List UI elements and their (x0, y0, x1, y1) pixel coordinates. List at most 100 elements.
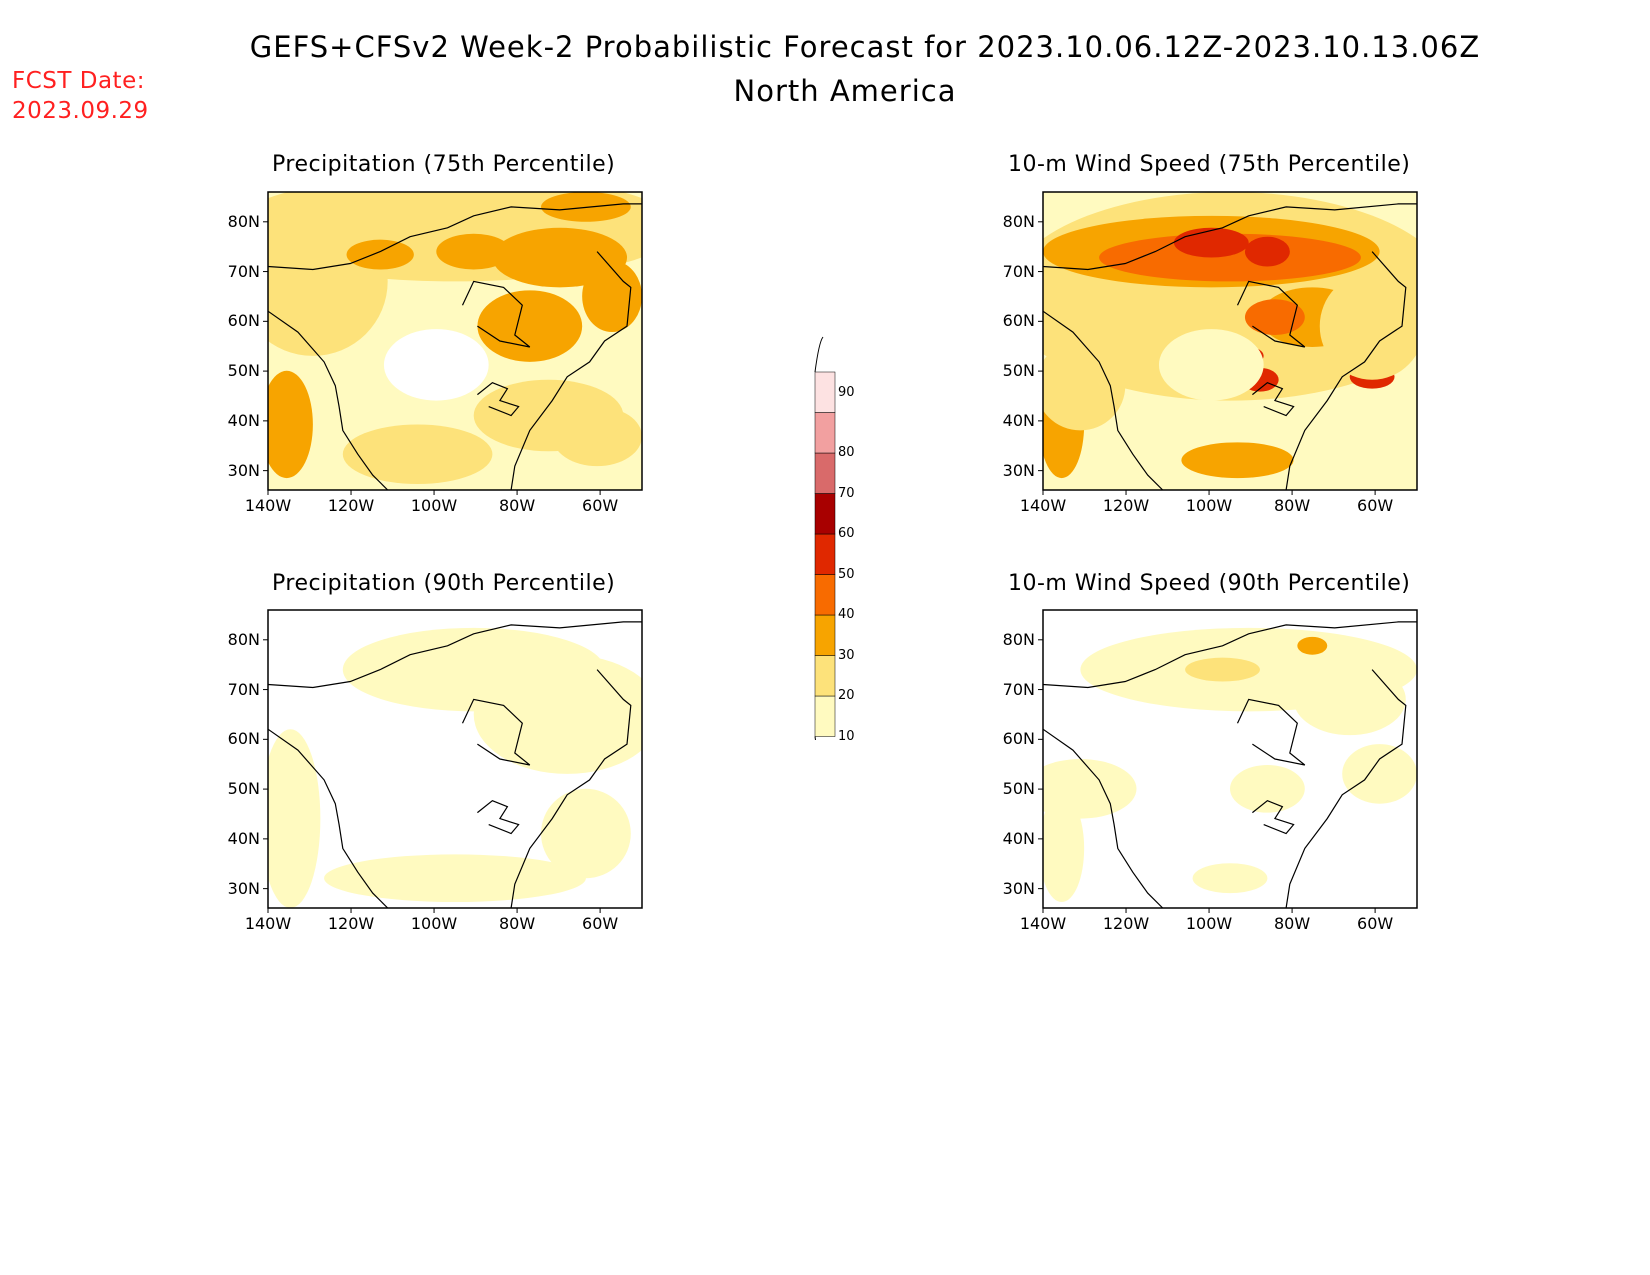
colorbar-label: 30 (838, 647, 855, 663)
colorbar-swatch (814, 614, 836, 656)
lon-tick-label: 80W (1273, 496, 1311, 515)
lon-tick-label: 120W (1102, 914, 1150, 933)
colorbar-label: 80 (838, 445, 855, 460)
coastline (477, 800, 520, 835)
map-frame (1042, 609, 1418, 909)
lat-tick-label: 70N (1002, 261, 1035, 281)
shading-region (1319, 272, 1417, 380)
lat-tick-label: 60N (227, 729, 260, 749)
shading-region (1158, 329, 1264, 401)
lat-tick-label: 60N (1002, 729, 1035, 749)
map-panel-wind-90: 80N 70N 60N 50N 40N 30N 140W 120W 100W 80W 60W (975, 608, 1435, 938)
map-frame (267, 191, 643, 491)
lat-tick-label: 50N (227, 779, 260, 799)
lon-tick-label: 120W (327, 914, 375, 933)
coastline (477, 382, 520, 417)
shading-region (1043, 341, 1126, 431)
shading-region (1244, 299, 1305, 336)
coastline (1236, 280, 1306, 348)
shading-region (1230, 764, 1305, 813)
coastline (461, 280, 531, 348)
lon-tick-label: 120W (1102, 496, 1150, 515)
panel-title-wind-90: 10-m Wind Speed (90th Percentile) (1008, 571, 1411, 596)
coastline (268, 203, 642, 271)
lat-tick-label: 30N (1002, 460, 1035, 480)
lon-tick-label: 80W (498, 914, 536, 933)
lat-tick-label: 80N (1002, 211, 1035, 231)
lat-tick-label: 50N (1002, 361, 1035, 381)
shading-region (1185, 657, 1260, 682)
map-svg (263, 609, 643, 913)
panel-title-precip-90: Precipitation (90th Percentile) (272, 571, 616, 596)
colorbar-label: 60 (838, 526, 855, 541)
shading-region (1043, 794, 1085, 903)
map-panel-precip-75: 80N 70N 60N 50N 40N 30N 140W 120W 100W 80W 60W (200, 190, 660, 520)
shading-region (1293, 663, 1406, 736)
map-svg (1038, 609, 1418, 913)
colorbar-swatch (814, 695, 836, 737)
panel-title-wind-75: 10-m Wind Speed (75th Percentile) (1008, 152, 1411, 177)
map-panel-wind-75: 80N 70N 60N 50N 40N 30N 140W 120W 100W 80W 60W (975, 190, 1435, 520)
shading-region (346, 239, 414, 270)
coastline (1252, 382, 1295, 417)
coastline (1285, 251, 1407, 490)
lat-tick-label: 50N (1002, 779, 1035, 799)
shading-region (1181, 442, 1294, 479)
map-svg (1038, 191, 1418, 495)
shading-region (1192, 863, 1268, 894)
shading-region (268, 370, 313, 479)
colorbar-swatch (814, 574, 836, 616)
lat-tick-label: 30N (227, 878, 260, 898)
map-panel-precip-90: 80N 70N 60N 50N 40N 30N 140W 120W 100W 80W 60W (200, 608, 660, 938)
coastline (1043, 728, 1164, 908)
shading-region (268, 206, 388, 356)
main-title: GEFS+CFSv2 Week-2 Probabilistic Forecast… (249, 30, 1481, 64)
shading-region (268, 729, 321, 908)
lon-tick-label: 100W (410, 914, 458, 933)
coastline (268, 310, 389, 490)
coastline (1252, 800, 1295, 835)
shading-region (383, 329, 489, 401)
lat-tick-label: 50N (227, 361, 260, 381)
lon-tick-label: 60W (582, 496, 619, 515)
lon-tick-label: 60W (582, 914, 619, 933)
lat-tick-label: 60N (1002, 311, 1035, 331)
shading-region (477, 290, 583, 362)
lat-tick-label: 70N (1002, 679, 1035, 699)
lon-tick-label: 140W (1019, 914, 1067, 933)
coastline (510, 251, 632, 490)
coastline (1043, 310, 1164, 490)
map-svg (263, 191, 643, 495)
lon-tick-label: 60W (1357, 914, 1394, 933)
colorbar-swatch (814, 452, 836, 494)
colorbar-swatch (814, 655, 836, 697)
coastline (1043, 203, 1417, 271)
coastline (510, 669, 632, 908)
lon-tick-label: 140W (244, 914, 292, 933)
lon-tick-label: 60W (1357, 496, 1394, 515)
shading-region (582, 260, 642, 333)
shading-region (1244, 236, 1290, 267)
colorbar-label: 10 (838, 728, 855, 744)
region-subtitle: North America (733, 74, 957, 108)
lat-tick-label: 60N (227, 311, 260, 331)
lon-tick-label: 80W (498, 496, 536, 515)
lat-tick-label: 40N (1002, 828, 1035, 848)
colorbar-swatch (814, 412, 836, 454)
fcst-date-value: 2023.09.29 (12, 98, 149, 124)
lat-tick-label: 30N (227, 460, 260, 480)
shading-region (1099, 233, 1361, 282)
lon-tick-label: 120W (327, 496, 375, 515)
coastline (268, 728, 389, 908)
coastline (461, 698, 531, 766)
shading-region (541, 788, 631, 879)
colorbar-swatch (814, 533, 836, 575)
colorbar-swatch (814, 371, 836, 413)
coastline (268, 621, 642, 689)
lat-tick-label: 40N (227, 828, 260, 848)
map-frame (1042, 191, 1418, 491)
lat-tick-label: 80N (227, 211, 260, 231)
lon-tick-label: 80W (1273, 914, 1311, 933)
lat-tick-label: 70N (227, 261, 260, 281)
shading-region (324, 854, 586, 903)
